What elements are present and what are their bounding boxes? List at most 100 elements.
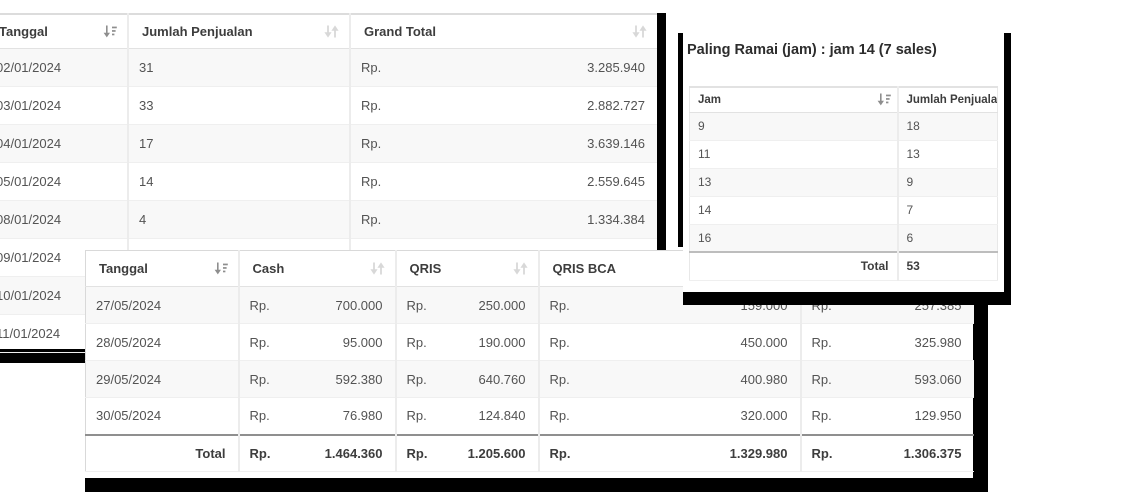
qris-bca-total-cell: Rp. 1.329.980	[537, 433, 801, 472]
table-row: 05/01/2024 14 Rp. 2.559.645	[0, 162, 657, 201]
qris-cell: Rp. 640.760	[394, 360, 539, 398]
currency-label: Rp.	[249, 297, 270, 313]
currency-label: Rp.	[361, 211, 382, 227]
extra-cell: Rp. 593.060	[799, 360, 974, 398]
currency-label: Rp.	[406, 408, 427, 424]
total-row: Total 53	[689, 251, 998, 281]
date-cell: 28/05/2024	[85, 323, 239, 361]
busiest-hour-table: Jam Jumlah Penjualan 9 18 11 13 13 9	[689, 86, 998, 281]
column-label: QRIS	[409, 261, 442, 276]
table-row: 03/01/2024 33 Rp. 2.882.727	[0, 86, 657, 125]
currency-label: Rp.	[811, 408, 832, 424]
currency-label: Rp.	[549, 297, 570, 313]
date-cell: 08/01/2024	[0, 200, 128, 239]
currency-label: Rp.	[811, 445, 833, 461]
qty-cell: 4	[127, 200, 350, 239]
hour-cell: 11	[689, 140, 898, 169]
total-label-cell: Total	[689, 251, 898, 281]
column-label: Jam	[698, 93, 722, 106]
column-header-jam[interactable]: Jam	[689, 87, 898, 113]
hour-cell: 16	[689, 224, 898, 253]
header-row: Jam Jumlah Penjualan	[689, 87, 998, 113]
qris-cell: Rp. 250.000	[394, 286, 539, 324]
date-cell: 05/01/2024	[0, 162, 128, 201]
currency-label: Rp.	[249, 445, 271, 461]
currency-label: Rp.	[549, 371, 570, 387]
date-cell: 30/05/2024	[85, 397, 239, 435]
qty-cell: 33	[127, 86, 350, 125]
qris-total-cell: Rp. 1.205.600	[394, 433, 539, 472]
qris-cell: Rp. 190.000	[394, 323, 539, 361]
extra-total-cell: Rp. 1.306.375	[799, 433, 974, 472]
date-cell: 27/05/2024	[85, 286, 239, 324]
sort-amount-down-icon	[103, 25, 117, 38]
currency-label: Rp.	[406, 445, 428, 461]
amount-value: 95.000	[342, 334, 383, 350]
table-row: 11 13	[689, 140, 998, 169]
sort-amount-down-icon	[877, 93, 891, 106]
currency-label: Rp.	[406, 371, 427, 387]
qris-bca-cell: Rp. 320.000	[537, 397, 801, 435]
hour-cell: 13	[689, 168, 898, 197]
currency-label: Rp.	[249, 371, 270, 387]
amount-value: 3.639.146	[587, 135, 645, 151]
cash-cell: Rp. 95.000	[237, 323, 396, 361]
currency-label: Rp.	[361, 173, 382, 189]
amount-value: 1.464.360	[324, 445, 383, 461]
qris-bca-cell: Rp. 450.000	[537, 323, 801, 361]
cash-total-cell: Rp. 1.464.360	[237, 433, 396, 472]
sort-arrows-icon	[369, 262, 385, 275]
sort-arrows-icon	[632, 25, 647, 38]
table-row: 02/01/2024 31 Rp. 3.285.940	[0, 48, 657, 87]
extra-cell: Rp. 129.950	[799, 397, 974, 435]
panel-shadow-bar	[678, 33, 683, 247]
column-header-cash[interactable]: Cash	[237, 250, 396, 287]
qris-bca-cell: Rp. 400.980	[537, 360, 801, 398]
amount-value: 1.329.980	[729, 445, 788, 461]
currency-label: Rp.	[406, 334, 427, 350]
cash-cell: Rp. 700.000	[237, 286, 396, 324]
column-header-grand-total[interactable]: Grand Total	[349, 14, 657, 49]
amount-value: 450.000	[740, 334, 788, 350]
cash-cell: Rp. 592.380	[237, 360, 396, 398]
qty-cell: 13	[896, 140, 998, 169]
column-label: Jumlah Penjualan	[906, 93, 998, 106]
date-cell: 03/01/2024	[0, 86, 128, 125]
currency-label: Rp.	[549, 408, 570, 424]
qty-cell: 14	[127, 162, 350, 201]
date-cell: 04/01/2024	[0, 124, 128, 163]
qris-cell: Rp. 124.840	[394, 397, 539, 435]
table-row: 9 18	[689, 112, 998, 141]
cash-cell: Rp. 76.980	[237, 397, 396, 435]
currency-label: Rp.	[549, 445, 571, 461]
table-row: 29/05/2024 Rp. 592.380 Rp. 640.760 Rp. 400.…	[85, 360, 974, 398]
currency-label: Rp.	[249, 334, 270, 350]
column-label: QRIS BCA	[552, 261, 617, 276]
amount-value: 2.882.727	[587, 97, 645, 113]
currency-label: Rp.	[549, 334, 570, 350]
column-label: Cash	[252, 261, 285, 276]
column-header-jumlah-penjualan[interactable]: Jumlah Penjualan	[896, 87, 998, 113]
busiest-hour-panel-card: Paling Ramai (jam) : jam 14 (7 sales) Ja…	[683, 33, 1011, 305]
currency-label: Rp.	[811, 334, 832, 350]
currency-label: Rp.	[361, 135, 382, 151]
amount-value: 76.980	[342, 408, 383, 424]
column-header-tanggal[interactable]: Tanggal	[0, 14, 128, 49]
amount-value: 124.840	[478, 408, 526, 424]
extra-cell: Rp. 325.980	[799, 323, 974, 361]
date-cell: 02/01/2024	[0, 48, 128, 87]
column-header-tanggal[interactable]: Tanggal	[85, 250, 239, 287]
panel-title: Paling Ramai (jam) : jam 14 (7 sales)	[687, 42, 937, 58]
column-header-jumlah-penjualan[interactable]: Jumlah Penjualan	[127, 14, 350, 49]
grand-total-cell: Rp. 3.639.146	[349, 124, 657, 163]
table-row: 16 6	[689, 224, 998, 253]
amount-value: 1.205.600	[467, 445, 526, 461]
column-header-qris[interactable]: QRIS	[394, 250, 539, 287]
qty-cell: 6	[896, 224, 998, 253]
amount-value: 1.306.375	[903, 445, 962, 461]
currency-label: Rp.	[249, 408, 270, 424]
amount-value: 592.380	[335, 371, 383, 387]
table-row: 13 9	[689, 168, 998, 197]
qty-cell: 9	[896, 168, 998, 197]
